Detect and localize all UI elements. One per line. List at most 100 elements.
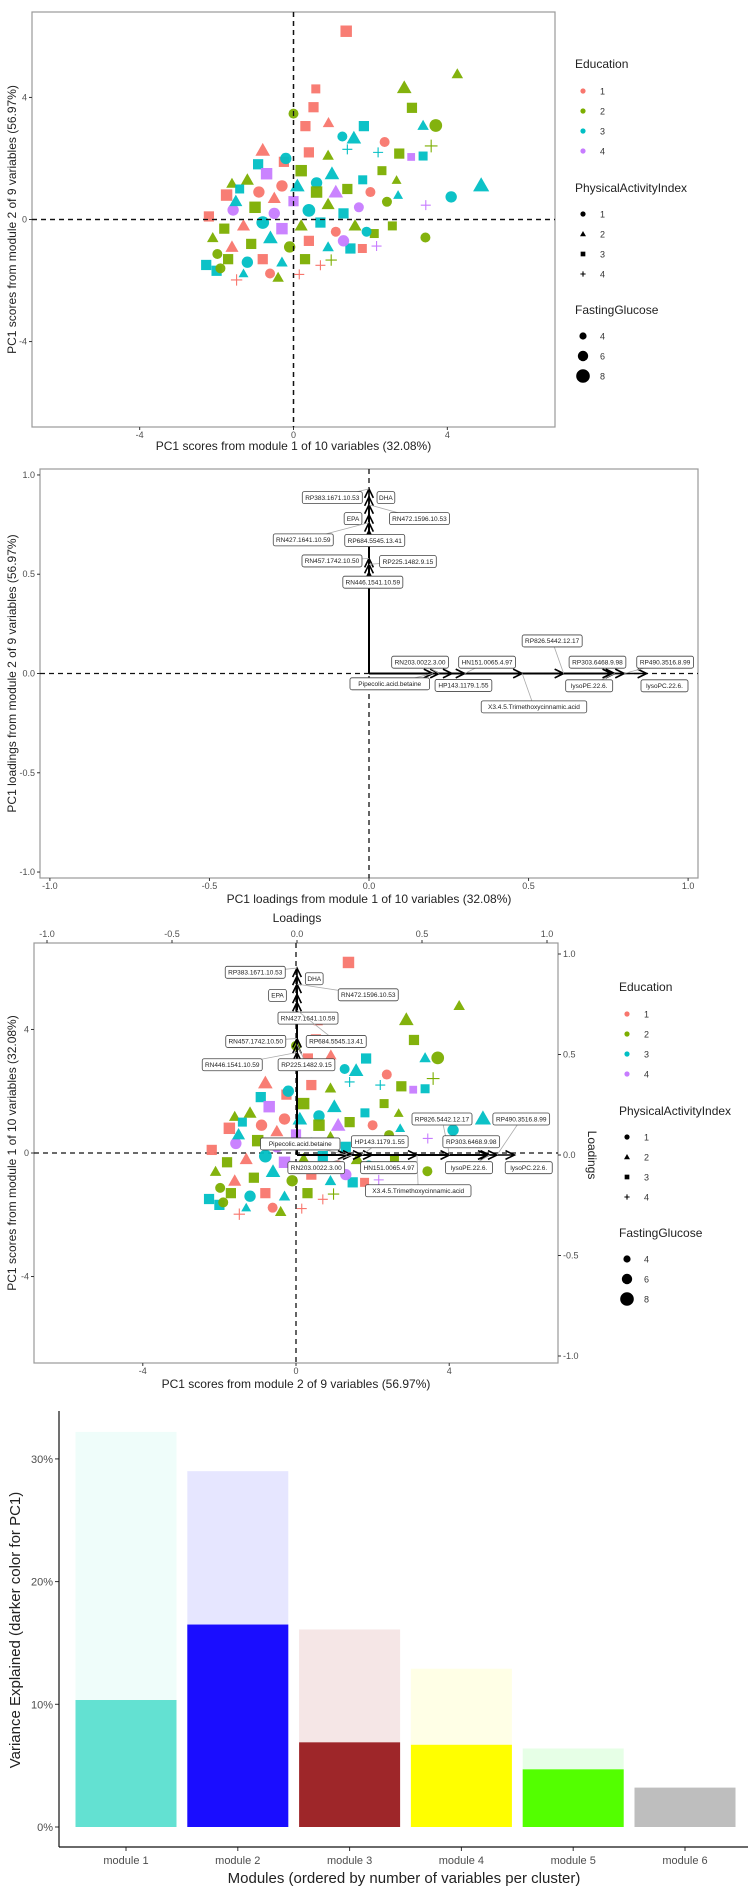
data-point [297, 1097, 310, 1110]
loading-label: RP225.1482.9.15 [383, 559, 434, 566]
data-point [235, 184, 245, 194]
data-point [325, 1049, 337, 1060]
legend-key-square-icon [624, 1174, 630, 1180]
data-point [306, 1169, 317, 1180]
bar-pc1-1 [75, 1700, 177, 1827]
data-point [420, 200, 431, 211]
legend-key-education [624, 1011, 630, 1017]
loading-label-box [565, 679, 614, 693]
x-tick-label: module 1 [103, 1855, 148, 1867]
data-point [206, 232, 219, 243]
data-point [225, 240, 239, 252]
data-point [244, 1190, 256, 1202]
y-tick-label: 0 [24, 1148, 29, 1158]
data-point [408, 1034, 420, 1046]
loading-label-box [349, 677, 430, 691]
data-point [268, 207, 280, 220]
loading-label: X3.4.5.Trimethoxycinnamic.acid [488, 704, 580, 711]
data-point [229, 194, 243, 207]
legend-title-physical-activity: PhysicalActivityIndex [619, 1104, 731, 1118]
y-tick-label: 0% [37, 1822, 53, 1834]
data-point [322, 117, 335, 128]
legend-label-physical-activity: 3 [644, 1173, 649, 1183]
loading-label-box [224, 965, 286, 979]
data-point [290, 178, 305, 192]
legend-label-education: 4 [600, 147, 605, 157]
loading-label: HP143.1179.1.55 [355, 1139, 405, 1146]
loading-label-box [379, 555, 437, 568]
legend-key-size [621, 1273, 633, 1285]
data-point [286, 1175, 298, 1187]
data-point [361, 226, 372, 237]
legend-label-physical-activity: 3 [600, 250, 605, 260]
data-point [226, 177, 238, 188]
data-point [228, 1110, 241, 1121]
y-tick-label: 0 [22, 215, 27, 225]
legend-key-size [576, 369, 590, 383]
bar-pc1-6 [634, 1787, 736, 1827]
loading-label-box [480, 700, 588, 714]
y-axis-title: PC1 scores from module 1 of 10 variables… [5, 1015, 19, 1290]
data-point [420, 1084, 430, 1094]
data-point [267, 191, 281, 204]
legend-title-fasting-glucose: FastingGlucose [575, 303, 659, 317]
data-point [371, 241, 382, 252]
data-point [246, 238, 257, 250]
data-point [330, 226, 341, 237]
data-point [338, 208, 349, 219]
data-point [379, 1099, 389, 1109]
data-point [232, 1127, 246, 1140]
top-tick-label: -1.0 [39, 929, 55, 939]
data-point [278, 1156, 291, 1168]
y-axis-title: PC1 loadings from module 2 of 9 variable… [5, 534, 19, 812]
data-point [294, 269, 305, 280]
data-point [248, 1172, 259, 1183]
legend-label-education: 3 [600, 127, 605, 137]
data-point [422, 1166, 433, 1177]
x-tick-label: -1.0 [42, 881, 58, 891]
data-point [302, 203, 316, 217]
data-point [303, 235, 314, 246]
data-point [426, 1072, 440, 1085]
loading-label-box [640, 679, 689, 693]
loading-label: RP303.6468.9.98 [446, 1139, 497, 1146]
loading-label-box [225, 1035, 287, 1048]
data-point [223, 1122, 236, 1135]
data-point [322, 241, 334, 252]
data-point [313, 1110, 325, 1122]
data-point [215, 1182, 226, 1193]
legend-title-education: Education [619, 980, 672, 994]
data-point [228, 1174, 242, 1186]
data-point [311, 84, 321, 94]
loading-label-box [568, 655, 627, 669]
x-axis-title: PC1 loadings from module 1 of 10 variabl… [227, 892, 512, 906]
legend-key-size [579, 332, 587, 340]
data-point [255, 1119, 268, 1131]
data-point [282, 1085, 295, 1097]
data-point [424, 139, 438, 153]
loading-label: RN203.0022.3.00 [291, 1165, 342, 1172]
loading-label: HP143.1179.1.55 [438, 683, 488, 690]
top-tick-label: 0.5 [416, 929, 429, 939]
data-point [258, 1075, 273, 1089]
loading-label: RP225.1482.9.15 [281, 1062, 332, 1069]
data-point [409, 1085, 418, 1094]
legend-key-triangle-icon [580, 231, 586, 237]
x-tick-label: 0.5 [522, 881, 535, 891]
data-point [263, 230, 278, 244]
data-point [431, 1051, 445, 1065]
data-point [239, 1152, 253, 1165]
legend-key-size [577, 350, 589, 362]
data-point [396, 80, 412, 94]
data-point [447, 1124, 459, 1136]
data-point [324, 1175, 337, 1186]
loading-label-box [304, 972, 324, 986]
data-point [360, 1053, 372, 1064]
legend-label-fasting-glucose: 4 [644, 1255, 649, 1265]
y-tick-label: 0.0 [22, 669, 35, 679]
loading-label: Pipecolic.acid.betaine [269, 1141, 332, 1148]
data-point [365, 187, 376, 198]
data-point [389, 1154, 399, 1164]
legend-label-physical-activity: 2 [600, 230, 605, 240]
